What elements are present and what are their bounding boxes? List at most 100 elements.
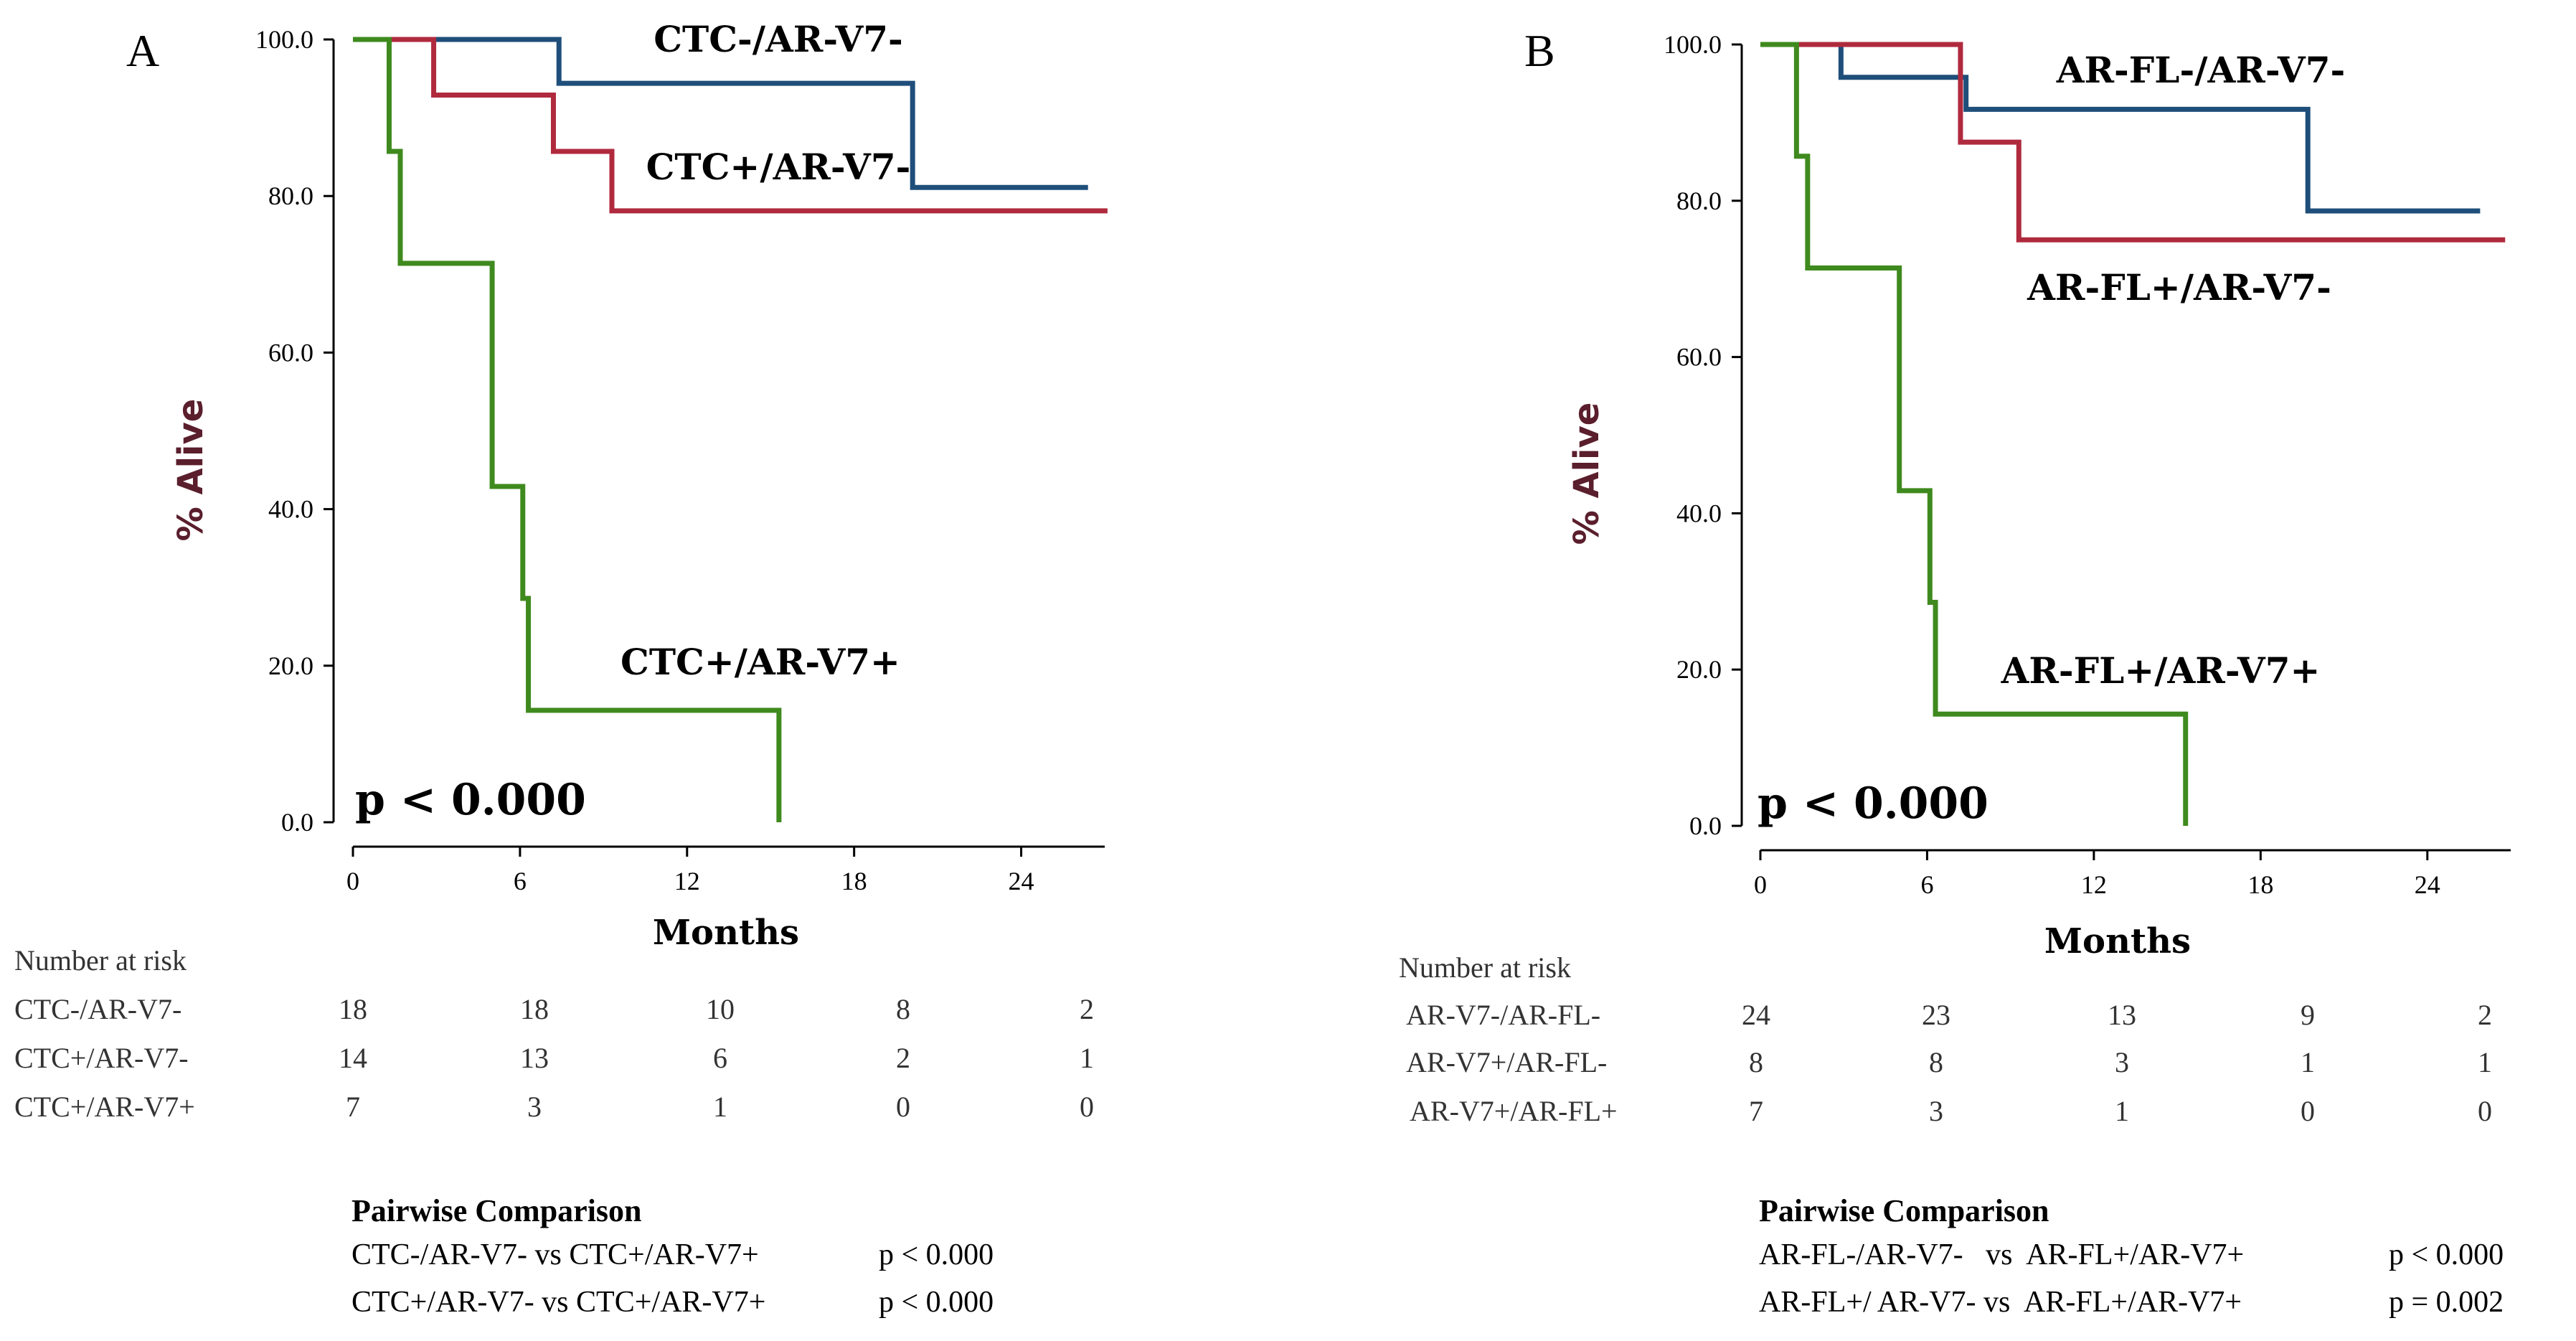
p-value: p < 0.000 <box>1758 778 1988 829</box>
axes <box>1732 43 2511 860</box>
y-tick-label: 60.0 <box>1676 343 1722 372</box>
risk-row: CTC+/AR-V7- 14 13 6 2 1 <box>14 1042 1094 1074</box>
pairwise-p-value: p < 0.000 <box>879 1286 994 1319</box>
risk-count: 8 <box>896 993 910 1025</box>
risk-row-label: CTC-/AR-V7- <box>14 993 181 1025</box>
y-tick-labels: 0.0 20.0 40.0 60.0 80.0 100.0 <box>1664 30 1722 840</box>
risk-row: AR-V7+/AR-FL- 8 8 3 1 1 <box>1406 1046 2492 1078</box>
risk-count: 1 <box>2478 1046 2492 1078</box>
pairwise-comparison: CTC+/AR-V7- vs CTC+/AR-V7+ <box>352 1286 765 1319</box>
risk-count: 8 <box>1929 1046 1943 1078</box>
pairwise-p-value: p = 0.002 <box>2389 1286 2504 1319</box>
survival-curve-ar-fl-pos-ar-v7-neg <box>1760 42 2506 243</box>
x-tick-label: 24 <box>2415 870 2440 899</box>
risk-count: 7 <box>346 1091 360 1123</box>
risk-row: CTC+/AR-V7+ 7 3 1 0 0 <box>14 1091 1094 1123</box>
risk-count: 3 <box>527 1091 542 1123</box>
y-axis-label: % Alive <box>1567 403 1607 545</box>
risk-count: 1 <box>2301 1046 2315 1078</box>
pairwise-comparison: AR-FL+/ AR-V7- vs AR-FL+/AR-V7+ <box>1759 1286 2242 1319</box>
risk-count: 14 <box>339 1042 367 1074</box>
risk-count: 9 <box>2301 999 2315 1031</box>
panel-letter-a: A <box>126 25 159 76</box>
risk-count: 18 <box>520 993 549 1025</box>
series-label-ctc-neg-arv7-neg: CTC-/AR-V7- <box>654 18 903 60</box>
pairwise-comparison: CTC-/AR-V7- vs CTC+/AR-V7+ <box>352 1238 759 1271</box>
y-tick-label: 20.0 <box>1676 655 1722 684</box>
risk-count: 2 <box>896 1042 910 1074</box>
x-tick-label: 12 <box>674 867 700 895</box>
survival-curve-ctc-pos-ar-v7-neg <box>353 37 1108 214</box>
x-tick-label: 0 <box>1754 870 1767 899</box>
y-tick-label: 80.0 <box>268 182 313 210</box>
risk-table-title: Number at risk <box>14 944 187 977</box>
y-tick-label: 0.0 <box>281 808 313 837</box>
risk-count: 6 <box>713 1042 727 1074</box>
y-tick-label: 0.0 <box>1689 811 1722 840</box>
y-tick-label: 60.0 <box>268 338 313 367</box>
x-tick-labels: 0 6 12 18 24 <box>346 867 1034 895</box>
risk-count: 1 <box>713 1091 727 1123</box>
y-axis-label: % Alive <box>171 399 211 542</box>
x-tick-label: 18 <box>841 867 867 895</box>
risk-table-title: Number at risk <box>1399 951 1571 984</box>
series-label-arfl-neg-arv7-neg: AR-FL-/AR-V7- <box>2056 49 2346 91</box>
x-tick-label: 0 <box>346 867 359 895</box>
y-tick-label: 100.0 <box>1664 30 1722 59</box>
risk-count: 1 <box>2115 1095 2129 1127</box>
risk-count: 7 <box>1749 1095 1763 1127</box>
risk-count: 3 <box>1929 1095 1943 1127</box>
x-tick-label: 6 <box>1920 870 1933 899</box>
pairwise-title: Pairwise Comparison <box>352 1193 642 1228</box>
pairwise-comparison: AR-FL-/AR-V7- vs AR-FL+/AR-V7+ <box>1759 1238 2244 1271</box>
y-tick-label: 20.0 <box>268 651 313 680</box>
x-tick-label: 24 <box>1009 867 1034 895</box>
series-label-ctc-pos-arv7-pos: CTC+/AR-V7+ <box>621 641 900 683</box>
pairwise-title: Pairwise Comparison <box>1759 1193 2049 1228</box>
risk-row: AR-V7-/AR-FL- 24 23 13 9 2 <box>1406 999 2492 1031</box>
risk-row-label: AR-V7-/AR-FL- <box>1406 999 1600 1031</box>
panel-a: A % Alive Months 0.0 20.0 40.0 60.0 80.0… <box>14 18 1108 1319</box>
x-tick-labels: 0 6 12 18 24 <box>1754 870 2440 899</box>
risk-count: 13 <box>2108 999 2136 1031</box>
risk-count: 2 <box>2478 999 2492 1031</box>
risk-count: 0 <box>2301 1095 2315 1127</box>
survival-curve-ar-fl-pos-ar-v7-pos <box>1760 42 2189 826</box>
risk-count: 18 <box>339 993 367 1025</box>
risk-count: 1 <box>1080 1042 1094 1074</box>
risk-count: 8 <box>1749 1046 1763 1078</box>
y-tick-label: 40.0 <box>1676 499 1722 527</box>
risk-count: 13 <box>520 1042 549 1074</box>
risk-row-label: CTC+/AR-V7+ <box>14 1091 195 1123</box>
series-label-arfl-pos-arv7-neg: AR-FL+/AR-V7- <box>2027 266 2331 309</box>
risk-count: 2 <box>1080 993 1094 1025</box>
risk-count: 3 <box>2115 1046 2129 1078</box>
y-tick-label: 100.0 <box>255 25 313 54</box>
risk-count: 10 <box>706 993 735 1025</box>
x-tick-label: 6 <box>514 867 527 895</box>
risk-row-label: AR-V7+/AR-FL- <box>1406 1046 1607 1078</box>
pairwise-p-value: p < 0.000 <box>2389 1238 2504 1271</box>
risk-count: 0 <box>2478 1095 2492 1127</box>
x-axis-label: Months <box>2044 921 2191 961</box>
survival-curves <box>353 37 1108 822</box>
panel-letter-b: B <box>1524 25 1555 76</box>
p-value: p < 0.000 <box>355 775 586 825</box>
y-tick-label: 80.0 <box>1676 187 1722 215</box>
risk-row-label: AR-V7+/AR-FL+ <box>1410 1095 1618 1127</box>
survival-curve-ar-fl-neg-ar-v7-neg <box>1760 42 2481 214</box>
risk-count: 0 <box>1080 1091 1094 1123</box>
pairwise-p-value: p < 0.000 <box>879 1238 994 1271</box>
x-tick-label: 18 <box>2247 870 2273 899</box>
series-label-arfl-pos-arv7-pos: AR-FL+/AR-V7+ <box>2001 649 2321 692</box>
survival-curves <box>1760 42 2506 826</box>
risk-row-label: CTC+/AR-V7- <box>14 1042 189 1074</box>
risk-row: CTC-/AR-V7- 18 18 10 8 2 <box>14 993 1094 1025</box>
risk-count: 0 <box>896 1091 910 1123</box>
risk-count: 24 <box>1742 999 1770 1031</box>
x-tick-label: 12 <box>2081 870 2107 899</box>
y-tick-label: 40.0 <box>268 495 313 524</box>
risk-count: 23 <box>1922 999 1950 1031</box>
survival-curve-ctc-neg-ar-v7-neg <box>353 37 1088 190</box>
